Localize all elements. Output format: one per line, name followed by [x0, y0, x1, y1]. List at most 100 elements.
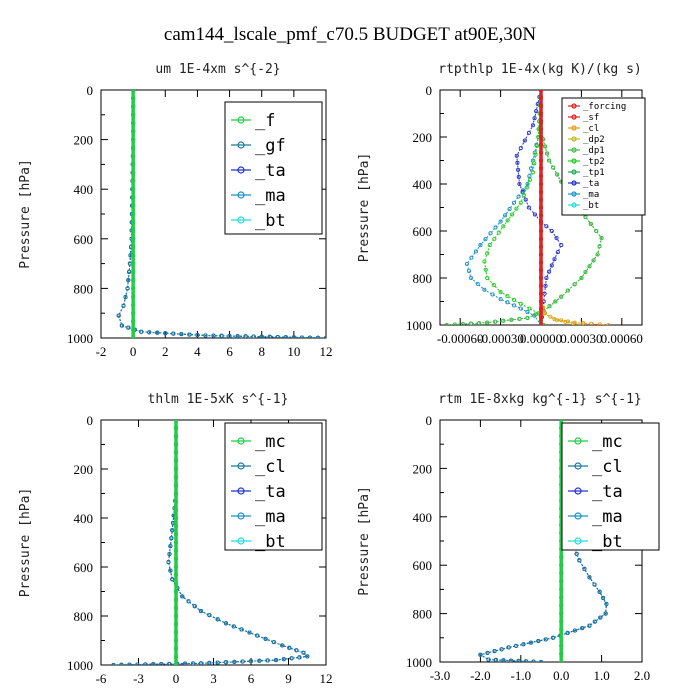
- data-point: [173, 662, 179, 665]
- data-point: [131, 121, 136, 126]
- legend-label: _ma: [255, 507, 286, 527]
- legend-label: _forcing: [583, 102, 626, 112]
- data-point: [582, 566, 587, 571]
- data-point: [538, 119, 544, 124]
- data-point: [125, 286, 130, 291]
- legend-label: _bt: [583, 201, 599, 211]
- data-point: [538, 181, 544, 187]
- x-tick-label: 0: [173, 671, 180, 686]
- data-point: [526, 130, 531, 135]
- data-point: [466, 268, 472, 274]
- data-point: [542, 144, 548, 149]
- data-point: [283, 335, 288, 338]
- data-point: [173, 532, 179, 537]
- legend-entry: _ma: [231, 186, 286, 206]
- data-point: [547, 158, 552, 163]
- data-point: [190, 661, 196, 665]
- data-point: [559, 555, 564, 560]
- data-point: [173, 540, 179, 545]
- data-point: [223, 621, 229, 626]
- legend-swatch-marker: [571, 103, 577, 109]
- data-point: [485, 251, 490, 256]
- data-point: [464, 261, 469, 266]
- legend-swatch-marker: [237, 116, 245, 124]
- data-point: [131, 261, 136, 266]
- data-point: [305, 654, 310, 659]
- data-point: [538, 252, 544, 257]
- data-point: [301, 650, 306, 655]
- data-point: [534, 109, 539, 114]
- panel-title: um 1E-4xm s^{-2}: [155, 62, 280, 77]
- data-point: [473, 249, 478, 254]
- data-point: [173, 630, 179, 635]
- legend-label: _ma: [592, 507, 623, 527]
- data-point: [173, 589, 179, 594]
- data-point: [559, 571, 564, 576]
- data-point: [559, 651, 564, 656]
- legend-label: _gf: [255, 136, 286, 156]
- data-point: [263, 636, 268, 641]
- data-point: [179, 332, 184, 337]
- data-point: [525, 310, 530, 315]
- legend-entry: _ta: [231, 482, 286, 502]
- data-point: [207, 613, 212, 618]
- legend-swatch-marker: [237, 191, 245, 199]
- data-point: [267, 334, 272, 338]
- chart-panel-1: um 1E-4xm s^{-2} Pressure [hPa] 0 200 400 600…: [18, 62, 333, 359]
- legend-entry: _bt: [568, 532, 623, 552]
- x-tick-label: 4: [194, 344, 201, 359]
- data-point: [126, 325, 131, 330]
- data-point: [532, 116, 537, 121]
- data-point: [514, 643, 519, 648]
- data-point: [492, 236, 497, 241]
- data-point: [173, 605, 179, 610]
- data-point: [572, 320, 577, 325]
- data-point: [131, 302, 136, 307]
- legend-entry: _tp2: [568, 157, 605, 167]
- data-point: [547, 304, 552, 309]
- legend-swatch-marker: [571, 180, 577, 186]
- legend-label: _sf: [583, 113, 599, 123]
- data-point: [574, 551, 579, 556]
- legend-entry: _ma: [568, 190, 599, 200]
- data-point: [186, 599, 191, 604]
- data-point: [588, 221, 593, 226]
- data-point: [452, 322, 457, 325]
- series-line-gf: [118, 90, 326, 338]
- data-point: [251, 334, 256, 338]
- data-point: [553, 299, 558, 304]
- data-point: [542, 311, 548, 316]
- data-point: [552, 257, 557, 262]
- data-point: [594, 228, 599, 234]
- data-point: [508, 658, 514, 662]
- data-point: [126, 278, 131, 283]
- data-point: [493, 319, 498, 324]
- data-point: [131, 269, 136, 274]
- data-point: [498, 219, 503, 224]
- legend-swatch-marker: [571, 202, 577, 208]
- data-point: [492, 649, 497, 654]
- legend-label: _bt: [255, 532, 286, 552]
- data-point: [460, 322, 465, 325]
- data-point: [173, 483, 179, 488]
- data-point: [173, 434, 179, 439]
- data-point: [281, 657, 286, 662]
- data-point: [131, 154, 136, 159]
- data-point: [287, 645, 292, 650]
- data-point: [198, 661, 204, 665]
- data-point: [496, 230, 501, 235]
- x-tick-label: -6: [96, 671, 107, 686]
- y-tick-label: 0: [87, 83, 94, 98]
- y-tick-label: 0: [426, 83, 433, 98]
- data-point: [173, 638, 179, 643]
- legend-swatch-marker: [571, 125, 577, 131]
- data-point: [159, 662, 164, 665]
- data-point: [275, 334, 280, 338]
- data-point: [538, 221, 544, 226]
- y-tick-label: 200: [413, 130, 433, 145]
- panel-title: rtm 1E-8xkg kg^{-1} s^{-1}: [438, 392, 642, 407]
- data-point: [518, 306, 523, 311]
- x-tick-label: -1.0: [511, 668, 532, 683]
- data-point: [255, 633, 260, 638]
- data-point: [469, 255, 474, 260]
